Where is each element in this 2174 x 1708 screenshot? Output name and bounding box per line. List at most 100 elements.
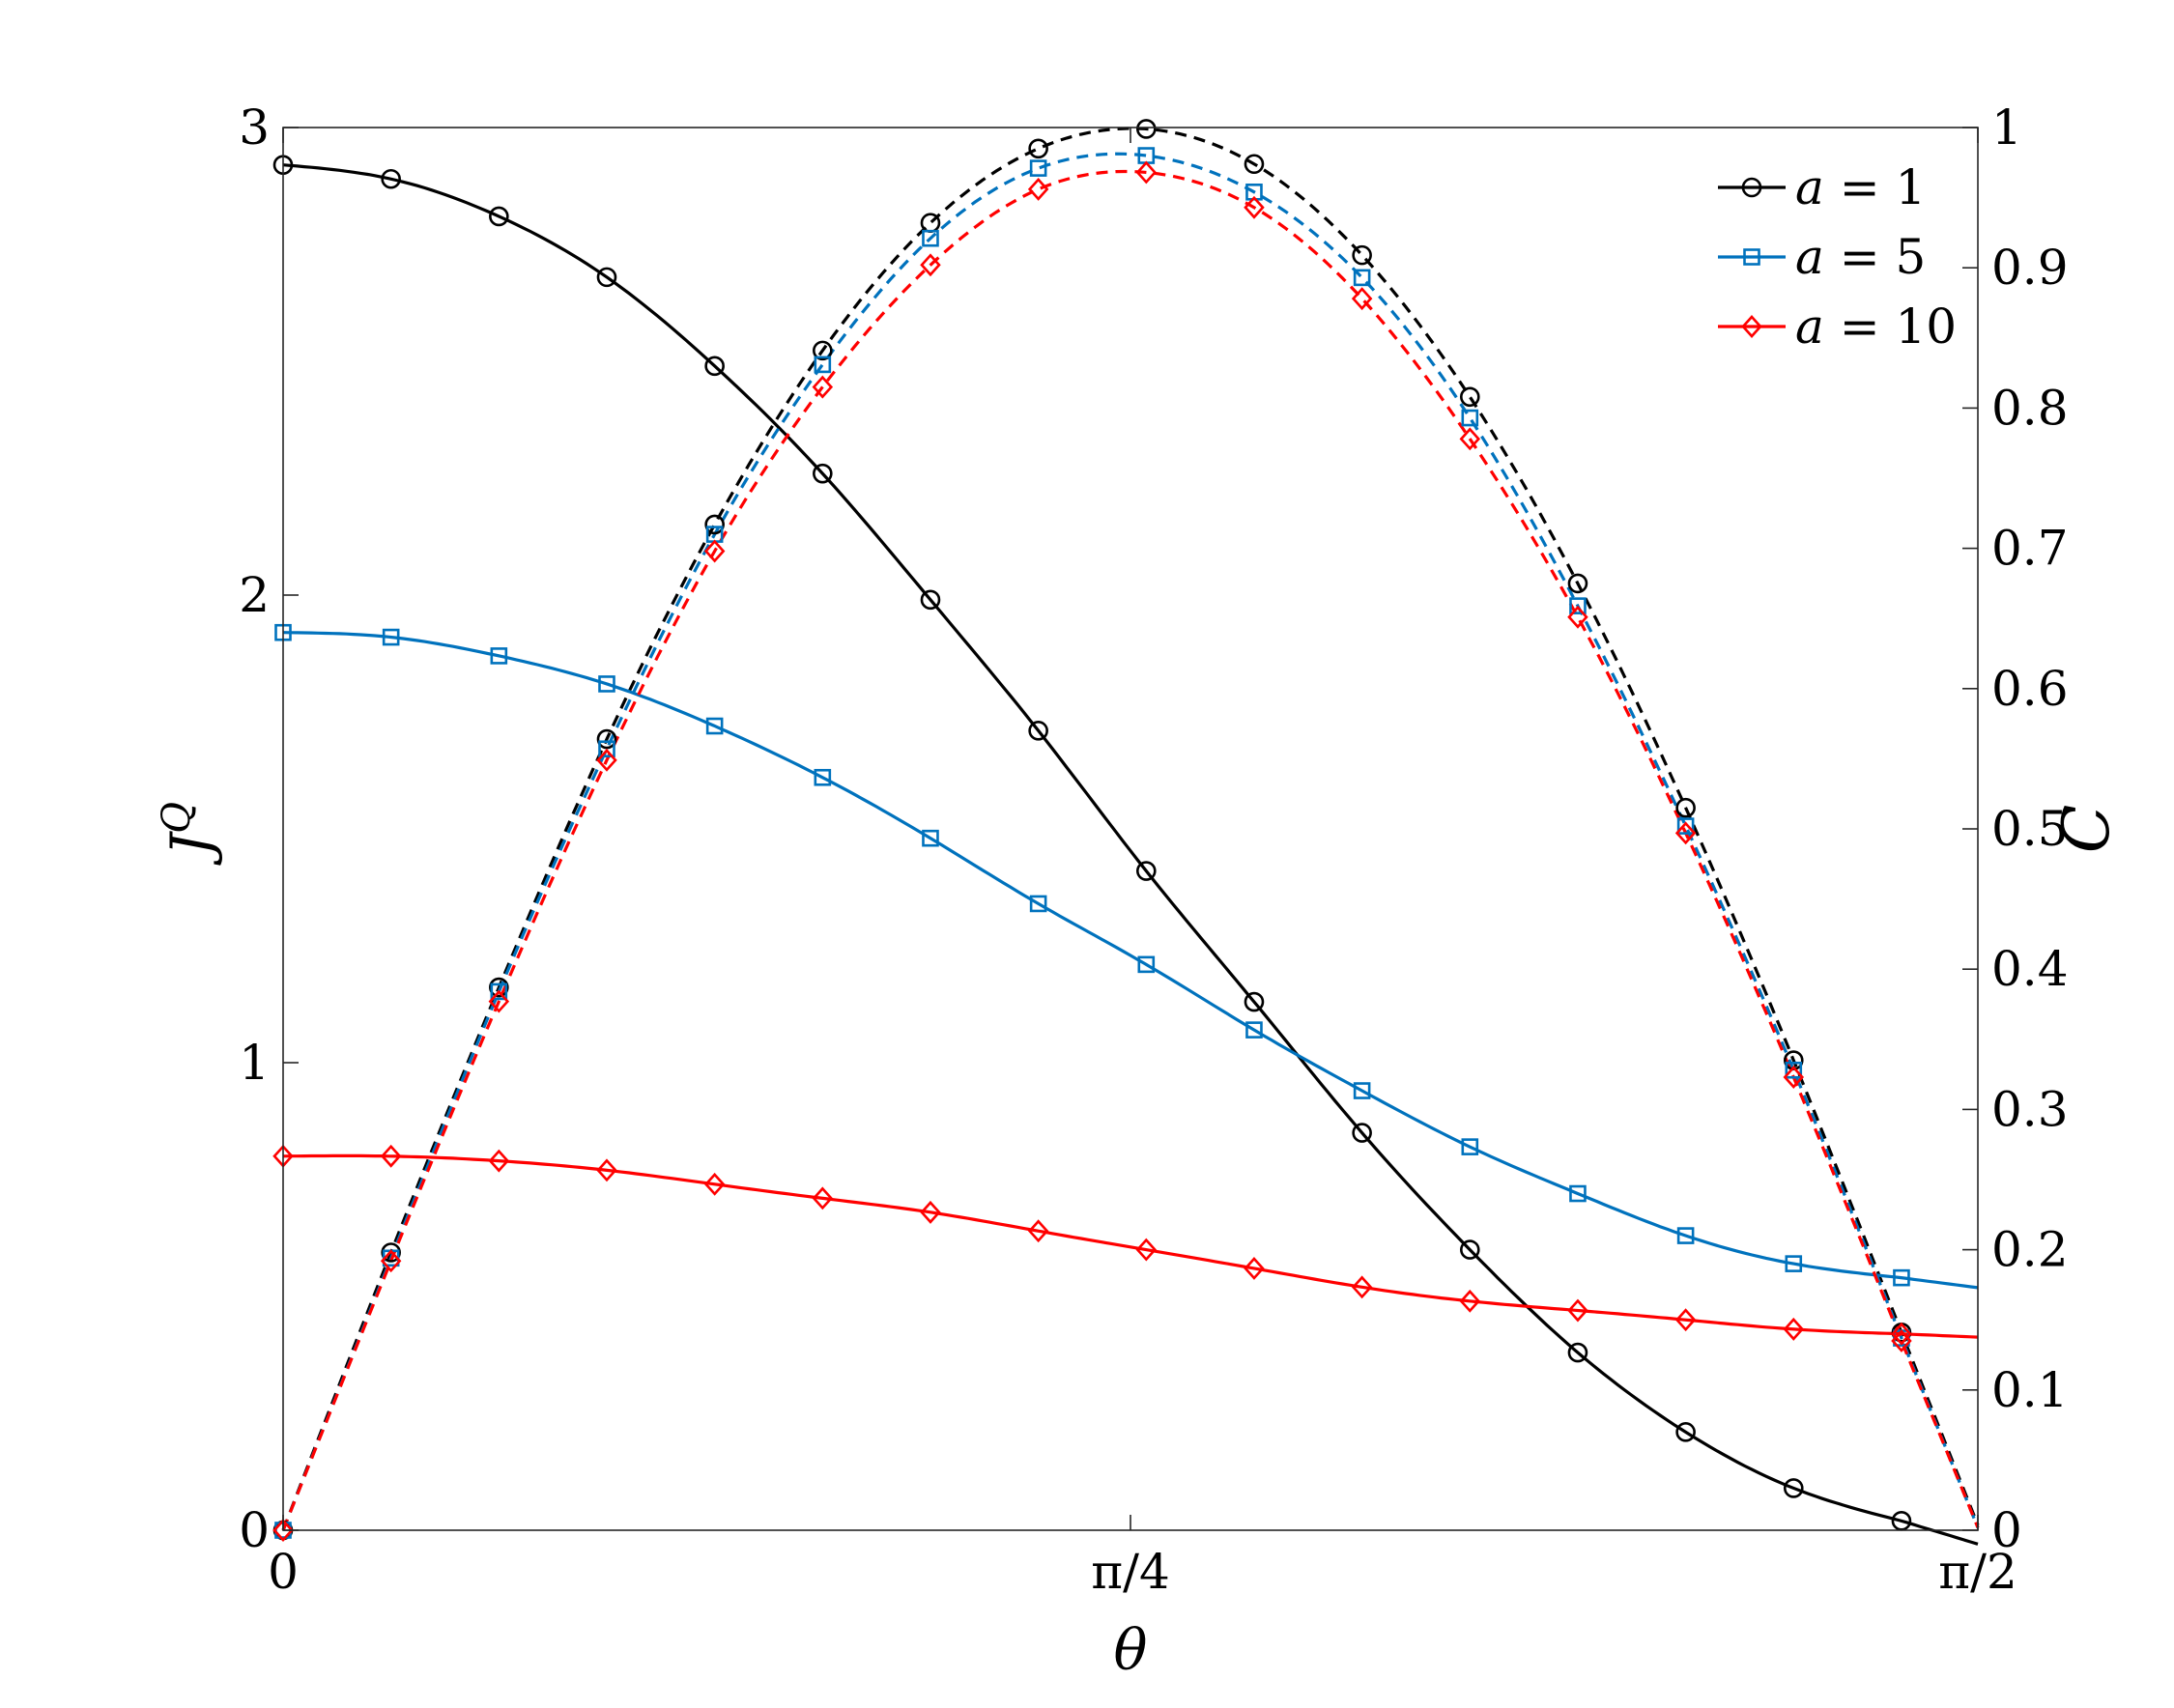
curves-layer	[281, 127, 1980, 1546]
series-1-c-point	[490, 982, 508, 1001]
series-2-c-point	[380, 1249, 402, 1273]
legend-marker-2	[1741, 315, 1762, 338]
series-0-c-line	[281, 127, 1980, 1531]
series-0-jq-point	[381, 168, 401, 189]
legend-label-2: a = 10	[1795, 299, 1957, 355]
series-0-c-point	[704, 514, 725, 535]
series-0-jq-point	[1028, 721, 1048, 741]
series-2-c-point	[596, 748, 617, 772]
legend-label-var: a	[1795, 159, 1824, 215]
legend-label-value: = 10	[1824, 299, 1957, 355]
left-axis-title-sup: Q	[155, 802, 199, 834]
series-1-jq-point	[490, 647, 508, 665]
series-0-c-point	[596, 728, 617, 750]
left-axis-title: JQ	[155, 802, 224, 866]
series-2-jq-point	[703, 1172, 726, 1196]
right-axis-title: C	[2049, 805, 2124, 854]
series-1-c-point	[1569, 597, 1587, 614]
right-tick-label: 0.2	[1991, 1222, 2069, 1278]
series-0-jq-point	[1675, 1422, 1696, 1442]
markers-layer	[272, 119, 1912, 1542]
legend-label-1: a = 5	[1795, 229, 1926, 285]
series-2-jq-line	[282, 1153, 1979, 1339]
series-0-c-point	[381, 1242, 401, 1263]
series-0-jq-point	[1352, 1123, 1372, 1143]
series-1-jq-point	[1137, 955, 1156, 974]
left-tick-label: 3	[239, 100, 270, 156]
plot-background	[283, 128, 1978, 1530]
series-0-c-point	[1028, 138, 1048, 159]
series-2-jq-point	[488, 1149, 510, 1173]
series-2-jq-point	[1459, 1289, 1481, 1313]
series-0-c-point	[813, 340, 833, 361]
x-tick-label: π/2	[1938, 1544, 2017, 1600]
series-2-c-point	[703, 539, 726, 563]
right-tick-label: 0.6	[1991, 661, 2069, 717]
series-1-c-point	[1461, 409, 1479, 427]
series-2-c-point	[1459, 427, 1481, 451]
series-1-c-point	[1353, 269, 1371, 287]
x-tick-label: π/4	[1091, 1544, 1170, 1600]
series-1-jq-point	[1569, 1184, 1587, 1203]
series-1-jq-point	[1245, 1021, 1263, 1039]
series-0-c-point	[1459, 386, 1480, 408]
legend-label-value: = 1	[1824, 159, 1927, 215]
series-0-jq-point	[1244, 991, 1265, 1012]
series-1-c-point	[814, 356, 832, 374]
series-1-c-point	[1785, 1061, 1803, 1079]
left-axis-title-base: J	[158, 831, 224, 866]
series-1-jq-point	[1353, 1082, 1371, 1099]
right-tick-label: 0	[1991, 1502, 2022, 1558]
right-tick-label: 1	[1991, 100, 2022, 156]
right-tick-label: 0.9	[1991, 240, 2069, 296]
series-1-jq-point	[705, 717, 724, 735]
series-0-c-point	[1244, 154, 1265, 175]
series-0-jq-point	[1783, 1478, 1804, 1498]
series-2-jq-point	[1567, 1298, 1588, 1323]
legend-marker-0	[1741, 177, 1762, 198]
series-0-jq-point	[704, 356, 725, 377]
series-0-c-point	[1675, 797, 1696, 818]
series-0-jq-point	[920, 589, 941, 611]
series-0-jq-point	[596, 267, 617, 288]
legend-marker-1	[1743, 248, 1760, 266]
left-tick-label: 1	[239, 1035, 270, 1091]
series-2-jq-point	[1351, 1275, 1373, 1299]
series-1-jq-point	[1676, 1227, 1695, 1244]
series-2-c-point	[1783, 1066, 1805, 1089]
series-2-jq-point	[1027, 1219, 1049, 1243]
series-2-jq-point	[1674, 1308, 1697, 1332]
series-1-jq-point	[814, 768, 832, 786]
series-0-c-point	[489, 977, 509, 998]
series-2-c-line	[281, 169, 1980, 1531]
series-2-jq-point	[812, 1186, 834, 1210]
series-2-c-point	[1891, 1329, 1912, 1352]
series-2-jq-point	[1135, 1238, 1158, 1262]
series-0-jq-point	[1136, 861, 1157, 881]
series-2-c-point	[812, 375, 834, 399]
series-1-c-point	[1029, 159, 1047, 177]
right-tick-label: 0.7	[1991, 521, 2069, 577]
series-2-c-point	[1567, 605, 1588, 629]
series-2-c-point	[1135, 160, 1158, 185]
series-2-jq-point	[920, 1200, 941, 1224]
series-1-jq-point	[1029, 895, 1047, 913]
x-tick-label: 0	[268, 1544, 299, 1600]
series-1-jq-point	[1893, 1268, 1910, 1287]
right-tick-label: 0.1	[1991, 1362, 2069, 1418]
series-2-jq-point	[1891, 1322, 1912, 1346]
left-tick-label: 0	[239, 1502, 270, 1558]
series-2-c-point	[272, 1519, 294, 1542]
left-tick-label: 2	[239, 567, 270, 623]
series-0-jq-line	[282, 163, 1979, 1546]
series-1-jq-point	[1785, 1255, 1803, 1272]
series-0-jq-point	[1459, 1239, 1480, 1260]
series-1-jq-point	[598, 675, 615, 693]
legend: a = 1a = 5a = 10	[1718, 159, 1957, 355]
legend-label-var: a	[1795, 229, 1824, 285]
series-0-c-point	[1567, 573, 1588, 594]
series-2-c-point	[920, 253, 941, 277]
right-tick-label: 0.5	[1991, 801, 2069, 857]
series-0-jq-point	[1567, 1342, 1588, 1363]
